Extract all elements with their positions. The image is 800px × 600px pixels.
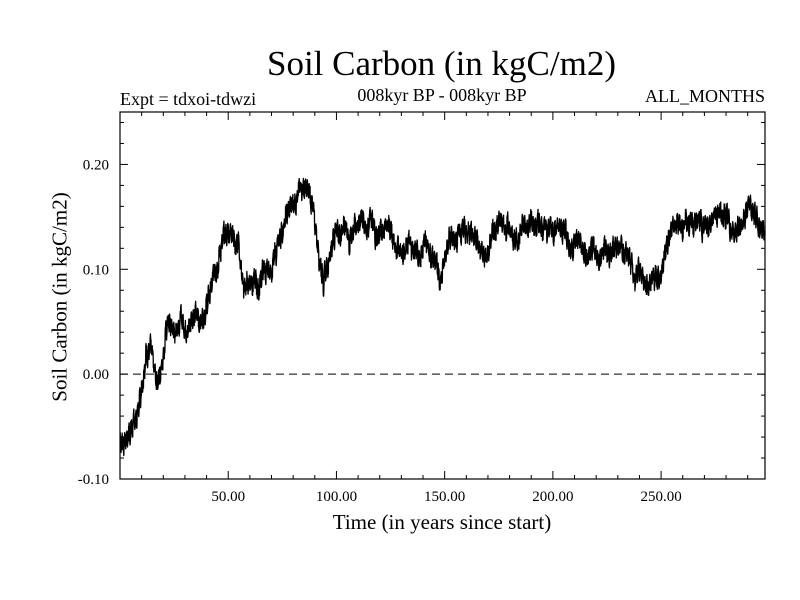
y-tick-label: 0.00 — [83, 367, 109, 383]
x-tick-label: 150.00 — [424, 489, 465, 505]
period-label: 008kyr BP - 008kyr BP — [357, 85, 527, 105]
y-tick-label: 0.20 — [83, 157, 109, 173]
x-axis-label: Time (in years since start) — [332, 510, 552, 534]
chart-title: Soil Carbon (in kgC/m2) — [266, 44, 617, 83]
x-tick-label: 200.00 — [532, 489, 573, 505]
x-tick-label: 100.00 — [316, 489, 357, 505]
series-layer — [119, 177, 766, 457]
x-tick-label: 250.00 — [640, 489, 681, 505]
y-tick-label: -0.10 — [78, 472, 109, 488]
y-tick-label: 0.10 — [83, 262, 109, 278]
months-label: ALL_MONTHS — [645, 86, 765, 106]
experiment-label: Expt = tdxoi-tdwzi — [120, 89, 257, 109]
axis-ticks — [120, 112, 765, 479]
tick-labels: 50.00 100.00 150.00 200.00 250.00 -0.10 0.00 0.… — [78, 157, 682, 505]
series-line — [119, 177, 766, 457]
plot-frame — [119, 111, 766, 480]
x-tick-label: 50.00 — [211, 489, 245, 505]
